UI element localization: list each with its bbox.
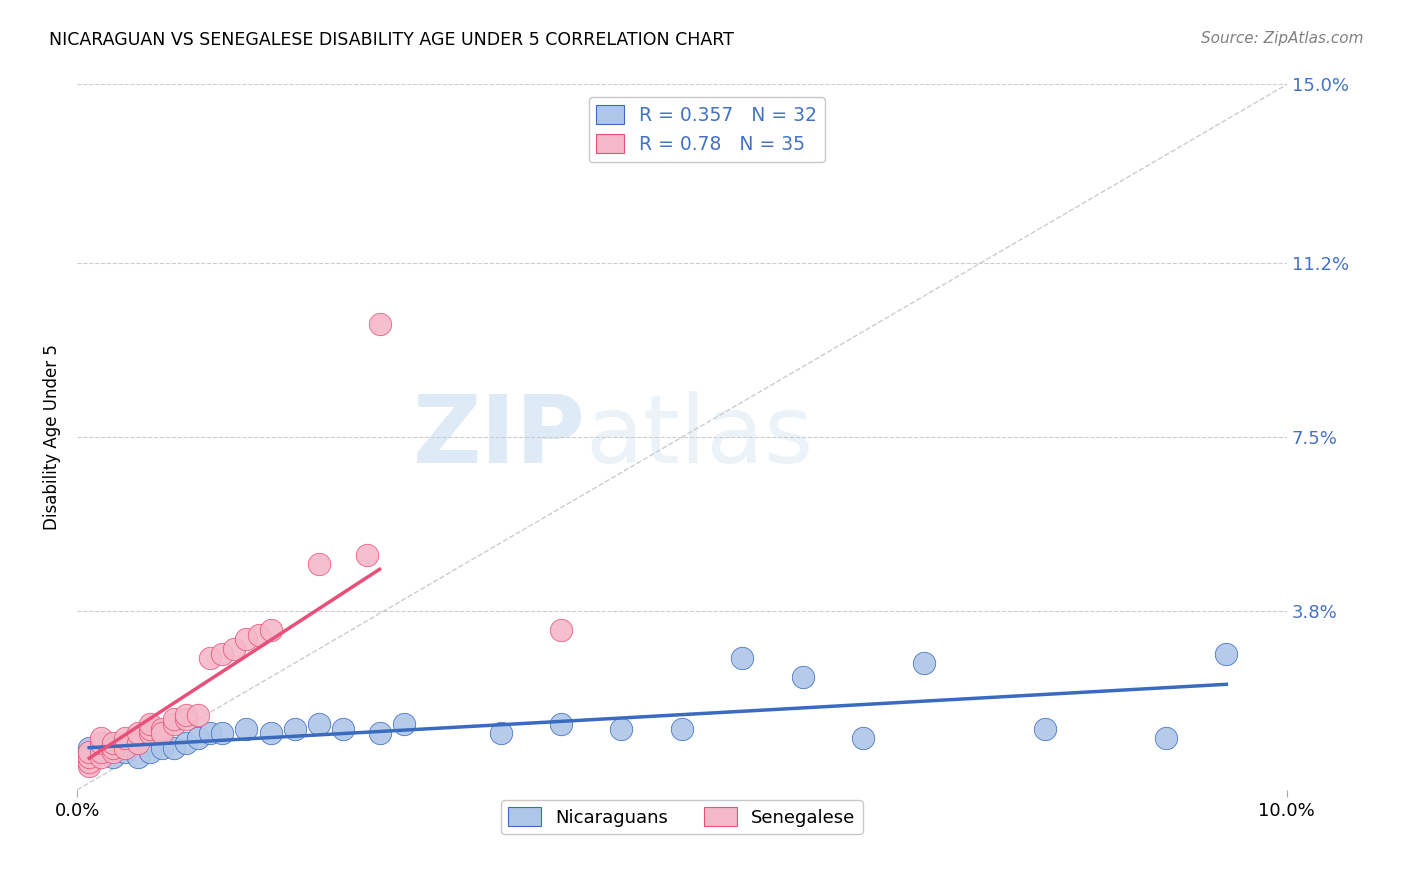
Point [90, 731, 112, 746]
Point [671, 722, 693, 736]
Point [912, 656, 935, 670]
Point [163, 740, 186, 755]
Point [1033, 722, 1056, 736]
Y-axis label: Disability Age Under 5: Disability Age Under 5 [44, 344, 60, 530]
Point [356, 548, 378, 562]
Point [90, 740, 112, 755]
Point [90, 745, 112, 759]
Point [224, 641, 246, 656]
Point [77, 745, 100, 759]
Point [174, 712, 197, 726]
Point [163, 717, 186, 731]
Point [174, 736, 197, 750]
Point [1215, 647, 1237, 661]
Point [114, 745, 136, 759]
Point [332, 722, 354, 736]
Point [308, 557, 330, 571]
Point [489, 726, 512, 740]
Point [127, 726, 149, 740]
Text: ZIP: ZIP [412, 392, 585, 483]
Point [235, 632, 257, 647]
Point [284, 722, 307, 736]
Point [77, 750, 100, 764]
Point [138, 722, 160, 736]
Legend: Nicaraguans, Senegalese: Nicaraguans, Senegalese [501, 800, 863, 834]
Point [150, 726, 173, 740]
Point [103, 736, 125, 750]
Point [150, 740, 173, 755]
Point [731, 651, 754, 665]
Point [138, 745, 160, 759]
Point [114, 740, 136, 755]
Point [77, 740, 100, 755]
Point [392, 717, 415, 731]
Point [792, 670, 814, 684]
Point [90, 736, 112, 750]
Point [198, 651, 221, 665]
Point [90, 745, 112, 759]
Point [368, 318, 391, 332]
Point [127, 750, 149, 764]
Point [138, 717, 160, 731]
Point [259, 623, 281, 637]
Point [103, 750, 125, 764]
Point [550, 717, 572, 731]
Point [1154, 731, 1177, 746]
Point [308, 717, 330, 731]
Point [368, 726, 391, 740]
Text: atlas: atlas [585, 392, 814, 483]
Point [610, 722, 633, 736]
Point [198, 726, 221, 740]
Point [90, 750, 112, 764]
Point [211, 647, 233, 661]
Point [103, 745, 125, 759]
Point [187, 731, 209, 746]
Point [259, 726, 281, 740]
Point [235, 722, 257, 736]
Point [150, 722, 173, 736]
Point [187, 707, 209, 722]
Point [114, 731, 136, 746]
Point [852, 731, 875, 746]
Point [174, 707, 197, 722]
Point [103, 740, 125, 755]
Point [211, 726, 233, 740]
Point [138, 726, 160, 740]
Point [247, 628, 270, 642]
Point [77, 745, 100, 759]
Text: NICARAGUAN VS SENEGALESE DISABILITY AGE UNDER 5 CORRELATION CHART: NICARAGUAN VS SENEGALESE DISABILITY AGE … [49, 31, 734, 49]
Point [163, 712, 186, 726]
Text: Source: ZipAtlas.com: Source: ZipAtlas.com [1201, 31, 1364, 46]
Point [77, 755, 100, 769]
Point [77, 759, 100, 773]
Point [127, 736, 149, 750]
Point [550, 623, 572, 637]
